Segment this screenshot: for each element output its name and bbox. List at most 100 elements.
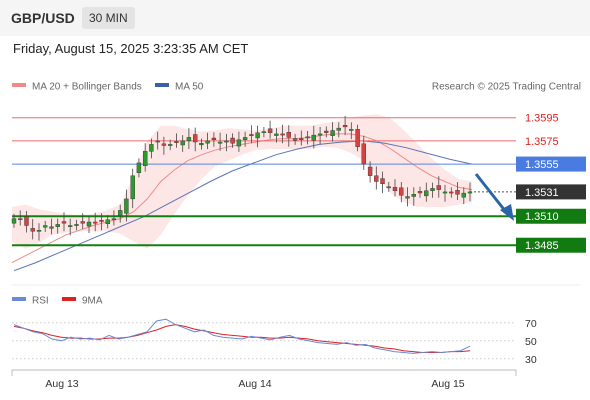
candle-body	[255, 132, 260, 139]
candle-body	[305, 136, 310, 139]
ma20-legend-label: MA 20 + Bollinger Bands	[32, 82, 142, 93]
candle-body	[136, 162, 142, 173]
candle-body	[455, 189, 460, 195]
candle-body	[392, 187, 398, 192]
candle-body	[74, 224, 79, 226]
candle-body	[30, 228, 35, 232]
forecast-arrow-shaft	[474, 173, 508, 213]
level-tag	[516, 237, 586, 253]
level-value-label: 1.3575	[525, 136, 559, 148]
candle-body	[292, 138, 298, 141]
candle-body	[249, 134, 254, 136]
candle-body	[36, 229, 42, 232]
candle-body	[86, 221, 92, 227]
rsi-ma-legend-swatch	[62, 297, 76, 301]
level-tag	[516, 208, 586, 224]
candle-body	[430, 188, 435, 191]
candle-body	[467, 191, 473, 194]
candle-body	[299, 138, 304, 141]
x-tick-label: Aug 13	[45, 378, 78, 390]
level-tag	[516, 184, 586, 200]
candle-body	[55, 224, 60, 227]
candle-body	[174, 141, 179, 143]
level-value-label: 1.3510	[525, 211, 559, 223]
candle-body	[211, 137, 217, 140]
timeframe-badge[interactable]: 30 MIN	[82, 7, 135, 29]
candle-body	[380, 178, 385, 185]
candle-body	[111, 218, 117, 221]
ma50-legend-label: MA 50	[175, 82, 204, 93]
candle-body	[417, 191, 423, 194]
rsi-plot: 70 50 30	[12, 318, 537, 366]
candle-body	[167, 144, 173, 146]
candle-body	[149, 144, 154, 152]
candle-body	[205, 140, 210, 144]
candle-body	[61, 221, 67, 224]
level-value-label: 1.3555	[525, 159, 559, 171]
candle-body	[43, 225, 48, 228]
rsi-tick-label: 50	[525, 336, 537, 348]
candle-body	[117, 210, 123, 216]
candle-body	[267, 128, 273, 133]
candle-body	[367, 166, 373, 176]
candle-body	[199, 142, 204, 146]
candle-body	[67, 225, 73, 227]
candle-body	[224, 140, 229, 143]
chart-header: GBP/USD 30 MIN	[0, 0, 590, 36]
candle-body	[449, 191, 454, 194]
candle-body	[317, 133, 323, 136]
candle-body	[461, 192, 466, 198]
copyright-note: Research © 2025 Trading Central	[432, 82, 581, 93]
ma20-legend-swatch	[12, 83, 26, 87]
candle-body	[192, 134, 198, 143]
bollinger-band-area	[12, 114, 472, 249]
level-value-label: 1.3485	[525, 240, 559, 252]
forecast-arrow-head	[500, 204, 514, 221]
candle-body	[436, 185, 441, 190]
rsi-ma-legend-label: 9MA	[82, 296, 103, 307]
candle-body	[349, 129, 354, 131]
candle-body	[386, 186, 391, 189]
rsi-ma-line	[13, 324, 471, 353]
level-tag	[516, 156, 586, 172]
candle-body	[155, 140, 160, 143]
candle-body	[92, 221, 98, 224]
candle-body	[411, 193, 416, 197]
timestamp: Friday, August 15, 2025 3:23:35 AM CET	[13, 41, 249, 56]
candle-body	[399, 187, 404, 196]
x-tick-label: Aug 14	[238, 378, 271, 390]
candle-body	[355, 129, 360, 147]
candle-body	[342, 124, 348, 128]
candle-body	[180, 140, 185, 146]
candle-body	[124, 198, 129, 214]
x-tick-label: Aug 15	[431, 378, 464, 390]
rsi-line	[13, 318, 471, 354]
candle-body	[80, 221, 85, 224]
candle-body	[442, 191, 448, 194]
candle-body	[374, 175, 379, 182]
price-plot: 1.3595 1.3575 1.3555 1.3531 1.3510 1.3485	[11, 113, 586, 272]
candle-body	[230, 137, 235, 144]
candle-body	[105, 219, 110, 224]
candle-body	[18, 218, 23, 221]
symbol-title: GBP/USD	[11, 10, 75, 26]
candle-body	[161, 143, 167, 146]
level-value-label: 1.3531	[525, 187, 559, 199]
candle-body	[130, 175, 135, 200]
candle-body	[274, 133, 279, 136]
candle-body	[361, 143, 366, 165]
candle-body	[11, 218, 17, 224]
ma50-line	[13, 140, 473, 272]
candle-body	[261, 131, 267, 134]
rsi-legend-label: RSI	[32, 296, 49, 307]
candle-body	[186, 137, 192, 142]
candle-body	[336, 127, 341, 131]
candle-body	[311, 134, 316, 141]
candle-body	[324, 130, 329, 133]
candle-body	[236, 139, 242, 147]
rsi-legend-swatch	[12, 297, 26, 301]
candle-body	[405, 196, 410, 199]
rsi-tick-label: 30	[525, 354, 537, 366]
